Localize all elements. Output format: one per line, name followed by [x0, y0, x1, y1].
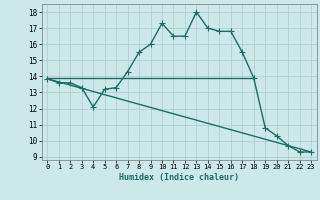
X-axis label: Humidex (Indice chaleur): Humidex (Indice chaleur): [119, 173, 239, 182]
